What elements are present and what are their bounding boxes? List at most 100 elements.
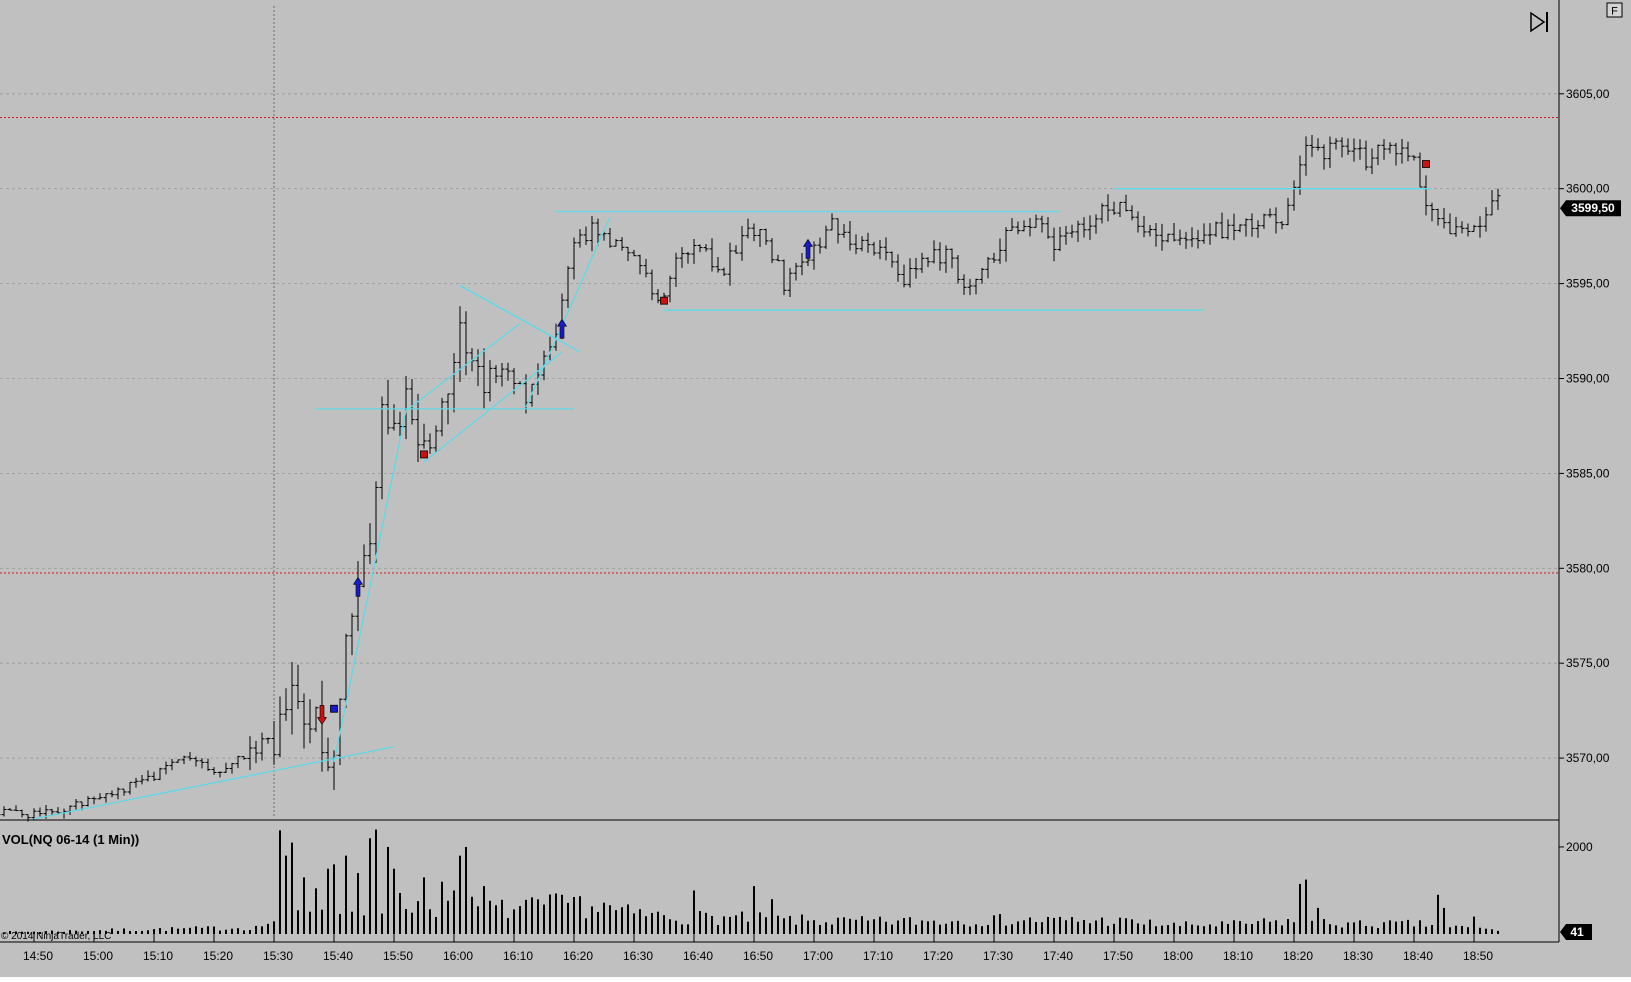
x-tick-label: 18:00 <box>1163 949 1193 963</box>
x-tick-label: 15:00 <box>83 949 113 963</box>
price-bar <box>181 755 187 765</box>
trade-marker-square <box>420 450 428 459</box>
price-bar <box>1093 214 1099 234</box>
price-bar <box>361 544 367 588</box>
x-tick-label: 17:10 <box>863 949 893 963</box>
price-bar <box>421 423 427 449</box>
price-bar <box>1291 180 1297 211</box>
y-tick-label: 3590,00 <box>1566 372 1610 386</box>
price-bar <box>1465 223 1471 237</box>
price-bar <box>217 771 223 778</box>
x-tick-label: 15:20 <box>203 949 233 963</box>
price-bar <box>1237 224 1243 233</box>
trade-markers <box>316 160 1430 726</box>
price-bar <box>343 633 349 708</box>
trend-line[interactable] <box>333 410 407 763</box>
x-tick-label: 15:50 <box>383 949 413 963</box>
last-price-badge-shape <box>1560 200 1621 217</box>
price-bar <box>745 218 751 239</box>
price-bar <box>1087 215 1093 240</box>
price-bar <box>1375 144 1381 166</box>
x-tick-label: 17:50 <box>1103 949 1133 963</box>
price-bar <box>1129 205 1135 221</box>
price-bar <box>259 732 265 761</box>
price-bar <box>1045 217 1051 239</box>
price-bar <box>691 239 697 264</box>
volume-bars <box>3 829 1499 934</box>
trend-line[interactable] <box>525 216 611 408</box>
price-bar <box>1 806 7 817</box>
price-bar <box>127 781 133 795</box>
price-bar <box>487 360 493 402</box>
price-bar <box>1057 226 1063 252</box>
price-bar <box>865 232 871 253</box>
skip-forward-icon[interactable] <box>1522 8 1554 36</box>
trend-line[interactable] <box>459 284 581 353</box>
price-bar <box>1387 142 1393 154</box>
price-bar <box>1411 155 1417 161</box>
buy-arrow-icon <box>556 318 568 339</box>
trend-line[interactable] <box>423 351 563 463</box>
price-bar <box>157 767 163 781</box>
trade-marker-square <box>660 296 668 305</box>
x-tick-label: 18:10 <box>1223 949 1253 963</box>
price-bar <box>961 274 967 295</box>
price-bar <box>1315 138 1321 151</box>
x-tick-label: 16:50 <box>743 949 773 963</box>
price-bar <box>379 396 385 500</box>
trend-line[interactable] <box>405 322 521 412</box>
price-bar <box>1381 139 1387 160</box>
price-bar <box>1219 212 1225 239</box>
price-bar <box>133 777 139 788</box>
price-bar <box>145 770 151 782</box>
price-bar <box>895 254 901 282</box>
price-bar <box>1417 152 1423 188</box>
price-bar <box>757 228 763 248</box>
price-bar <box>787 267 793 297</box>
last-volume-badge-shape <box>1560 924 1592 940</box>
price-bar <box>139 775 145 785</box>
price-bar <box>1003 227 1009 262</box>
price-axis: 3570,00 3575,00 3580,00 3585,00 3590,00 3595,… <box>1559 87 1610 765</box>
y-tick-label: 3570,00 <box>1566 751 1610 765</box>
price-bar <box>1069 224 1075 238</box>
price-bar <box>0 814 1 816</box>
price-bar <box>1483 207 1489 232</box>
price-bar <box>223 762 229 773</box>
price-bar <box>937 242 943 271</box>
price-bar <box>1195 229 1201 249</box>
x-tick-label: 17:00 <box>803 949 833 963</box>
price-bar <box>271 720 277 765</box>
price-bar <box>619 237 625 251</box>
price-bar <box>295 664 301 710</box>
price-bar <box>1285 197 1291 226</box>
price-bar <box>631 249 637 257</box>
price-bar <box>433 425 439 452</box>
price-bar <box>307 699 313 744</box>
price-bar <box>679 247 685 268</box>
price-bar <box>853 234 859 255</box>
corner-button[interactable]: F <box>1606 2 1623 18</box>
price-bar <box>703 244 709 252</box>
copyright-text: © 2014 NinjaTrader, LLC <box>1 931 111 942</box>
price-bar <box>247 736 253 771</box>
price-bar <box>721 267 727 276</box>
price-bar <box>13 805 19 812</box>
price-bar <box>931 240 937 264</box>
last-volume-label: 41 <box>1570 925 1584 939</box>
price-bar <box>1165 233 1171 243</box>
price-bar <box>1189 227 1195 248</box>
price-bar <box>1339 137 1345 158</box>
price-bar <box>1207 223 1213 245</box>
price-bar <box>1159 223 1165 251</box>
price-bar <box>1009 218 1015 231</box>
price-bar <box>49 808 55 815</box>
price-bar <box>925 257 931 268</box>
price-bar <box>913 257 919 279</box>
price-bar <box>499 362 505 387</box>
price-bar <box>673 252 679 288</box>
price-bar <box>595 218 601 246</box>
price-bar <box>1447 213 1453 235</box>
